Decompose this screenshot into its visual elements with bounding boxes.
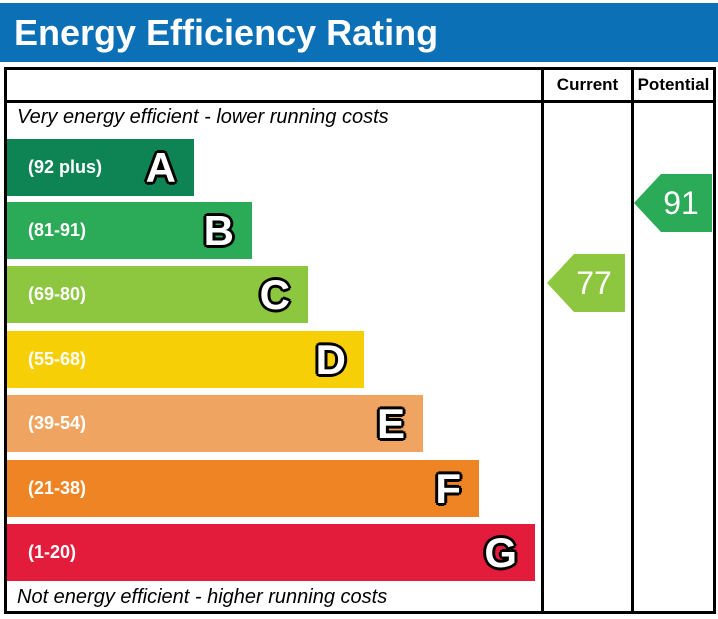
band-letter: D: [315, 335, 346, 383]
band-range-label: (92 plus): [28, 157, 103, 177]
bottom-caption: Not energy efficient - higher running co…: [17, 586, 388, 608]
band-letter: G: [484, 528, 517, 576]
current-column-header: Current: [556, 75, 619, 94]
current-rating-value: 77: [576, 265, 612, 301]
band-row-g: (1-20) G: [7, 524, 535, 581]
band-letter: B: [203, 206, 234, 254]
potential-rating-value: 91: [663, 185, 699, 221]
band-letter: A: [145, 143, 176, 191]
band-range-label: (81-91): [28, 220, 87, 240]
column-divider-current: [541, 70, 544, 611]
band-range-label: (1-20): [28, 542, 77, 562]
band-row-d: (55-68) D: [7, 331, 364, 388]
band-range-label: (69-80): [28, 284, 87, 304]
column-divider-potential: [631, 70, 634, 611]
band-row-b: (81-91) B: [7, 202, 252, 259]
title-bar: Energy Efficiency Rating: [0, 3, 718, 62]
band-letter: E: [376, 399, 405, 447]
band-letter: F: [435, 464, 461, 512]
potential-column-header: Potential: [637, 75, 710, 94]
band-row-c: (69-80) C: [7, 266, 308, 323]
band-row-e: (39-54) E: [7, 395, 423, 452]
band-row-a: (92 plus) A: [7, 139, 194, 196]
band-range-label: (21-38): [28, 478, 87, 498]
band-row-f: (21-38) F: [7, 460, 479, 517]
page-title: Energy Efficiency Rating: [14, 11, 439, 53]
band-letter: C: [259, 270, 290, 318]
header-underline: [7, 100, 713, 103]
top-caption: Very energy efficient - lower running co…: [17, 106, 389, 128]
band-range-label: (39-54): [28, 413, 87, 433]
band-range-label: (55-68): [28, 349, 87, 369]
